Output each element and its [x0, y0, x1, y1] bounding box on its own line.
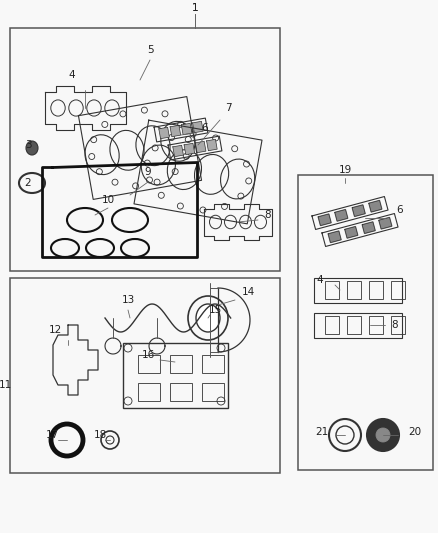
Text: 16: 16: [141, 350, 155, 360]
Text: 19: 19: [339, 165, 352, 175]
Text: 9: 9: [145, 167, 151, 177]
Bar: [347, 281, 361, 299]
Bar: [369, 316, 383, 334]
Text: 1: 1: [192, 3, 198, 13]
Text: 13: 13: [121, 295, 134, 305]
Text: 1: 1: [192, 3, 198, 13]
Bar: [138, 383, 160, 401]
Text: 6: 6: [397, 205, 403, 215]
Text: 7: 7: [225, 103, 231, 113]
Text: 14: 14: [241, 287, 254, 297]
Text: 17: 17: [46, 430, 59, 440]
Polygon shape: [181, 123, 192, 135]
Bar: [10, 28, 280, 271]
Bar: [202, 383, 224, 401]
Text: 3: 3: [25, 140, 31, 150]
Text: 20: 20: [409, 427, 421, 437]
Polygon shape: [159, 127, 170, 139]
Text: 15: 15: [208, 305, 222, 315]
Bar: [391, 316, 405, 334]
Polygon shape: [369, 200, 382, 212]
Bar: [202, 355, 224, 373]
Polygon shape: [207, 139, 217, 151]
Polygon shape: [184, 143, 194, 155]
Text: 4: 4: [69, 70, 75, 80]
Text: 4: 4: [317, 275, 323, 285]
Polygon shape: [352, 205, 365, 216]
Polygon shape: [379, 217, 392, 229]
Text: 2: 2: [25, 178, 31, 188]
Bar: [170, 355, 192, 373]
Bar: [347, 316, 361, 334]
Text: 12: 12: [48, 325, 62, 335]
Bar: [391, 281, 405, 299]
Bar: [123, 343, 228, 408]
Text: 21: 21: [315, 427, 328, 437]
Polygon shape: [328, 231, 341, 243]
Polygon shape: [193, 122, 203, 133]
Bar: [314, 313, 402, 338]
Polygon shape: [195, 141, 206, 153]
Ellipse shape: [367, 419, 399, 451]
Bar: [369, 281, 383, 299]
Polygon shape: [345, 227, 358, 238]
Bar: [138, 355, 160, 373]
Polygon shape: [173, 146, 184, 157]
Bar: [325, 316, 339, 334]
Bar: [298, 175, 433, 470]
Polygon shape: [335, 209, 348, 221]
Ellipse shape: [196, 304, 220, 332]
Ellipse shape: [376, 428, 390, 442]
Bar: [325, 281, 339, 299]
Polygon shape: [362, 222, 375, 233]
Ellipse shape: [26, 141, 38, 155]
Polygon shape: [170, 125, 180, 136]
Bar: [10, 278, 280, 473]
Text: 10: 10: [102, 195, 115, 205]
Bar: [314, 278, 402, 303]
Text: 8: 8: [265, 210, 271, 220]
Text: 11: 11: [0, 380, 12, 390]
Bar: [170, 383, 192, 401]
Text: 8: 8: [392, 320, 398, 330]
Text: 18: 18: [93, 430, 106, 440]
Text: 6: 6: [201, 123, 208, 133]
Text: 5: 5: [147, 45, 153, 55]
Polygon shape: [318, 214, 331, 225]
